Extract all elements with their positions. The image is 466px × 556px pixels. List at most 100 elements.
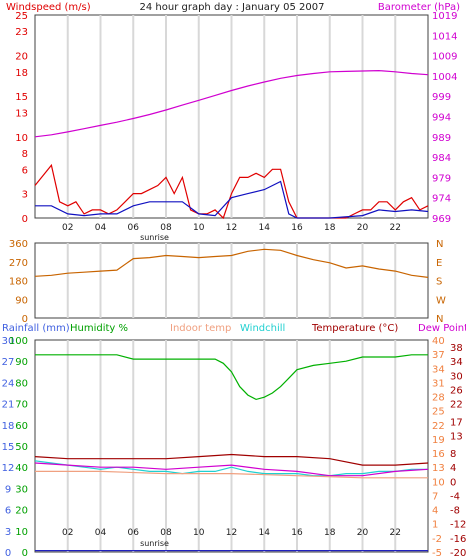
y-tick-rainfall: 9: [5, 484, 11, 495]
y-tick-temp-right: -12: [450, 520, 466, 531]
y-tick-left: 270: [9, 258, 28, 269]
x-tick-label: 02: [62, 223, 73, 233]
x-tick-label: 18: [324, 223, 336, 233]
y-tick-rainfall: 30: [2, 336, 15, 347]
y-tick-temp-left: 13: [432, 463, 445, 474]
y-tick-right: 969: [432, 214, 451, 225]
y-tick-rainfall: 12: [2, 463, 15, 474]
series-dew-point: [34, 462, 429, 477]
y-tick-temp-right: 30: [450, 371, 463, 382]
y-tick-left: 90: [15, 295, 28, 306]
x-tick-label: 08: [160, 223, 172, 233]
x-tick-label: 02: [62, 528, 73, 538]
y-tick-left: 3: [22, 190, 28, 201]
right-axis-label: Barometer (hPa): [378, 2, 460, 13]
y-tick-temp-right: 0: [450, 477, 456, 488]
y-tick-temp-left: 37: [432, 350, 445, 361]
series-wind-direction: [34, 248, 429, 278]
y-tick-humidity: 80: [15, 378, 28, 389]
y-tick-left: 20: [15, 52, 28, 63]
x-tick-label: 20: [357, 223, 369, 233]
y-tick-right: 989: [432, 133, 451, 144]
sunrise-label: sunrise: [140, 539, 169, 548]
x-tick-label: 14: [259, 528, 271, 538]
y-tick-temp-left: 10: [432, 477, 445, 488]
x-tick-label: 14: [259, 223, 271, 233]
compass-label: W: [436, 295, 446, 306]
compass-label: N: [436, 239, 443, 250]
y-tick-rainfall: 24: [2, 378, 15, 389]
y-tick-right: 1004: [432, 72, 457, 83]
left-axis-label: Windspeed (m/s): [6, 2, 91, 13]
y-tick-humidity: 40: [15, 463, 28, 474]
y-tick-rainfall: 21: [2, 400, 15, 411]
y-tick-left: 25: [15, 11, 28, 22]
y-tick-humidity: 90: [15, 357, 28, 368]
y-tick-humidity: 70: [15, 400, 28, 411]
y-tick-temp-left: -2: [432, 534, 442, 545]
y-tick-right: 999: [432, 92, 451, 103]
y-tick-temp-left: -5: [432, 548, 442, 556]
y-tick-temp-left: 1: [432, 520, 438, 531]
y-tick-temp-right: -16: [450, 534, 466, 545]
y-tick-humidity: 20: [15, 506, 28, 517]
y-tick-temp-left: 4: [432, 506, 438, 517]
y-tick-temp-right: 22: [450, 400, 463, 411]
y-tick-temp-left: 22: [432, 421, 445, 432]
y-tick-left: 15: [15, 92, 28, 103]
legend-windchill: Windchill: [240, 323, 285, 334]
y-tick-temp-left: 7: [432, 491, 438, 502]
legend-temperature-c: Temperature (°C): [311, 323, 398, 334]
y-tick-left: 0: [22, 314, 28, 325]
x-tick-label: 06: [128, 223, 140, 233]
y-tick-temp-right: -20: [450, 548, 466, 556]
y-tick-right: 1009: [432, 52, 457, 63]
y-tick-temp-right: 13: [450, 431, 463, 442]
x-tick-label: 16: [291, 223, 303, 233]
y-tick-humidity: 10: [15, 527, 28, 538]
legend-rainfall-mm: Rainfall (mm): [2, 323, 70, 334]
y-tick-left: 23: [15, 27, 28, 38]
x-tick-label: 04: [95, 528, 107, 538]
y-tick-temp-left: 28: [432, 393, 445, 404]
y-tick-right: 974: [432, 194, 451, 205]
y-tick-left: 0: [22, 214, 28, 225]
series-barometer-hpa: [34, 69, 429, 138]
legend-humidity: Humidity %: [70, 323, 128, 334]
x-tick-label: 04: [95, 223, 107, 233]
y-tick-temp-left: 31: [432, 378, 445, 389]
series-indoor-temp: [35, 470, 428, 479]
x-tick-label: 10: [193, 528, 205, 538]
x-tick-label: 18: [324, 528, 336, 538]
compass-label: N: [436, 314, 443, 325]
x-tick-label: 12: [226, 528, 237, 538]
chart-title: 24 hour graph day : January 05 2007: [140, 2, 325, 13]
x-tick-label: 08: [160, 528, 172, 538]
x-tick-label: 22: [390, 223, 401, 233]
y-tick-rainfall: 6: [5, 506, 11, 517]
y-tick-humidity: 100: [9, 336, 28, 347]
y-tick-temp-left: 40: [432, 336, 445, 347]
legend-indoor-temp: Indoor temp: [170, 323, 231, 334]
y-tick-temp-left: 19: [432, 435, 445, 446]
y-tick-rainfall: 15: [2, 442, 15, 453]
y-tick-left: 13: [15, 108, 28, 119]
wind-direction-panel: 0 N 90 W 180 S 270 E 360 N: [9, 239, 446, 325]
y-tick-humidity: 50: [15, 442, 28, 453]
compass-label: E: [436, 258, 442, 269]
y-tick-right: 979: [432, 173, 451, 184]
y-tick-right: 984: [432, 153, 451, 164]
sunrise-label: sunrise: [140, 233, 169, 242]
y-tick-humidity: 30: [15, 484, 28, 495]
y-tick-rainfall: 0: [5, 548, 11, 556]
y-tick-rainfall: 3: [5, 527, 11, 538]
y-tick-temp-right: 34: [450, 357, 463, 368]
y-tick-left: 360: [9, 239, 28, 250]
y-tick-temp-right: 26: [450, 385, 463, 396]
y-tick-temp-right: 4: [450, 463, 456, 474]
series-windspeed-m-s: [34, 163, 429, 220]
y-tick-left: 18: [15, 68, 28, 79]
y-tick-left: 10: [15, 133, 28, 144]
